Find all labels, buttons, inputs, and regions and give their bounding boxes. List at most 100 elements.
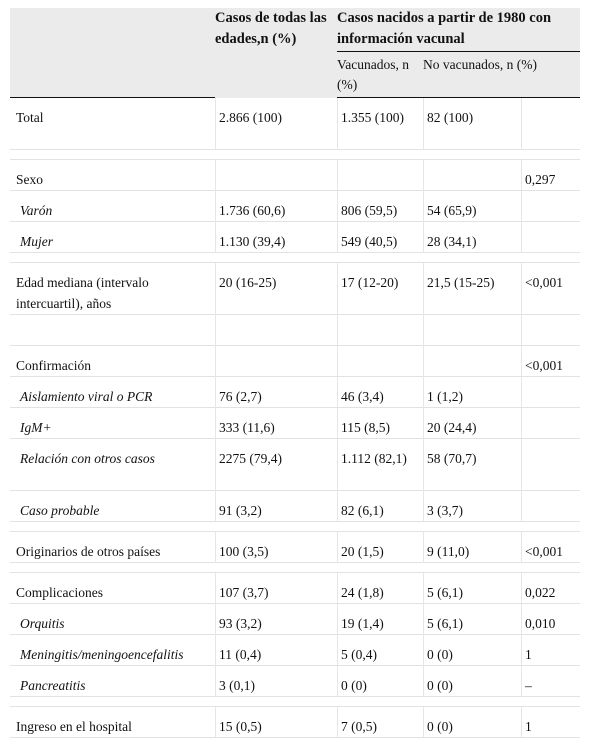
table-row: Mujer 1.130 (39,4) 549 (40,5) 28 (34,1)	[10, 222, 580, 253]
column-divider	[337, 98, 338, 150]
cell-vac: 0 (0)	[341, 678, 367, 693]
cell-novac: 58 (70,7)	[427, 451, 477, 466]
column-divider	[423, 666, 424, 697]
cell-all: 1.130 (39,4)	[219, 234, 286, 249]
header-all-ages: Casos de todas las edades,n (%)	[215, 10, 327, 47]
column-divider	[215, 160, 216, 191]
header-group-divider	[337, 51, 580, 52]
row-label: Confirmación	[16, 358, 91, 373]
table-row: Pancreatitis 3 (0,1) 0 (0) 0 (0) –	[10, 666, 580, 697]
row-label: Meningitis/meningoencefalitis	[20, 647, 184, 662]
cell-novac: 5 (6,1)	[427, 585, 463, 600]
column-divider	[337, 573, 338, 604]
column-divider	[215, 635, 216, 666]
column-divider	[521, 98, 522, 150]
column-divider	[337, 263, 338, 315]
column-divider	[423, 408, 424, 439]
column-divider	[423, 573, 424, 604]
column-divider	[337, 191, 338, 222]
column-divider	[215, 439, 216, 491]
column-divider	[423, 346, 424, 377]
column-divider	[337, 707, 338, 738]
cell-vac: 24 (1,8)	[341, 585, 384, 600]
cell-vac: 549 (40,5)	[341, 234, 398, 249]
column-divider	[423, 222, 424, 253]
cell-p: 0,022	[525, 585, 556, 600]
column-divider	[521, 191, 522, 222]
cell-all: 100 (3,5)	[219, 544, 269, 559]
cell-novac: 54 (65,9)	[427, 203, 477, 218]
row-spacer	[10, 522, 580, 532]
row-label: Edad mediana (intervalo intercuartil), a…	[16, 275, 149, 311]
cell-p: 1	[525, 647, 532, 662]
column-divider	[521, 408, 522, 439]
column-divider	[423, 191, 424, 222]
row-label: Total	[16, 110, 44, 125]
cell-vac: 19 (1,4)	[341, 616, 384, 631]
table-row: Total 2.866 (100) 1.355 (100) 82 (100)	[10, 98, 580, 150]
cell-all: 93 (3,2)	[219, 616, 262, 631]
column-divider	[215, 263, 216, 315]
cell-vac: 82 (6,1)	[341, 503, 384, 518]
column-divider	[521, 635, 522, 666]
cell-all: 76 (2,7)	[219, 389, 262, 404]
column-divider	[521, 315, 522, 346]
column-divider	[215, 98, 216, 150]
cell-all: 1.736 (60,6)	[219, 203, 286, 218]
column-divider	[337, 346, 338, 377]
cell-vac: 806 (59,5)	[341, 203, 398, 218]
column-divider	[215, 604, 216, 635]
row-label: Pancreatitis	[20, 678, 86, 693]
column-divider	[423, 491, 424, 522]
column-divider	[423, 377, 424, 408]
column-divider	[423, 160, 424, 191]
row-label: Mujer	[20, 234, 53, 249]
header-born-after-1980: Casos nacidos a partir de 1980 con infor…	[337, 10, 552, 47]
row-label: Complicaciones	[16, 585, 103, 600]
column-divider	[423, 532, 424, 563]
column-divider	[337, 439, 338, 491]
cell-all: 15 (0,5)	[219, 719, 262, 734]
cell-vac: 115 (8,5)	[341, 420, 390, 435]
cell-novac: 9 (11,0)	[427, 544, 470, 559]
column-divider	[337, 160, 338, 191]
row-spacer	[10, 150, 580, 160]
column-divider	[521, 666, 522, 697]
table-row: Varón 1.736 (60,6) 806 (59,5) 54 (65,9)	[10, 191, 580, 222]
cell-p: <0,001	[525, 544, 563, 559]
column-divider	[215, 707, 216, 738]
column-divider	[337, 666, 338, 697]
column-divider	[337, 377, 338, 408]
cell-all: 91 (3,2)	[219, 503, 262, 518]
column-divider	[423, 98, 424, 150]
header-unvaccinated: No vacunados, n (%)	[423, 57, 537, 72]
column-divider	[423, 439, 424, 491]
table-row: Orquitis 93 (3,2) 19 (1,4) 5 (6,1) 0,010	[10, 604, 580, 635]
column-divider	[215, 666, 216, 697]
cell-all: 20 (16-25)	[219, 275, 277, 290]
table-row: Relación con otros casos 2275 (79,4) 1.112…	[10, 439, 580, 491]
cell-p: 0,010	[525, 616, 556, 631]
table-row: Complicaciones 107 (3,7) 24 (1,8) 5 (6,1) 0,…	[10, 573, 580, 604]
cell-all: 2.866 (100)	[219, 110, 282, 125]
cell-p: <0,001	[525, 275, 563, 290]
row-label: Caso probable	[20, 503, 100, 518]
table-header: Casos de todas las edades,n (%) Casos na…	[10, 8, 580, 98]
column-divider	[337, 635, 338, 666]
cell-novac: 0 (0)	[427, 719, 453, 734]
cell-novac: 5 (6,1)	[427, 616, 463, 631]
cell-novac: 0 (0)	[427, 647, 453, 662]
column-divider	[337, 408, 338, 439]
column-divider	[337, 532, 338, 563]
cell-vac: 1.112 (82,1)	[341, 451, 407, 466]
column-divider	[215, 377, 216, 408]
cell-novac: 20 (24,4)	[427, 420, 477, 435]
header-vaccinated: Vacunados, n (%)	[337, 57, 409, 92]
cell-vac: 1.355 (100)	[341, 110, 404, 125]
column-divider	[521, 263, 522, 315]
column-divider	[521, 439, 522, 491]
header-bottom-rule-left	[10, 97, 215, 98]
cell-vac: 7 (0,5)	[341, 719, 377, 734]
cell-vac: 46 (3,4)	[341, 389, 384, 404]
column-divider	[521, 377, 522, 408]
